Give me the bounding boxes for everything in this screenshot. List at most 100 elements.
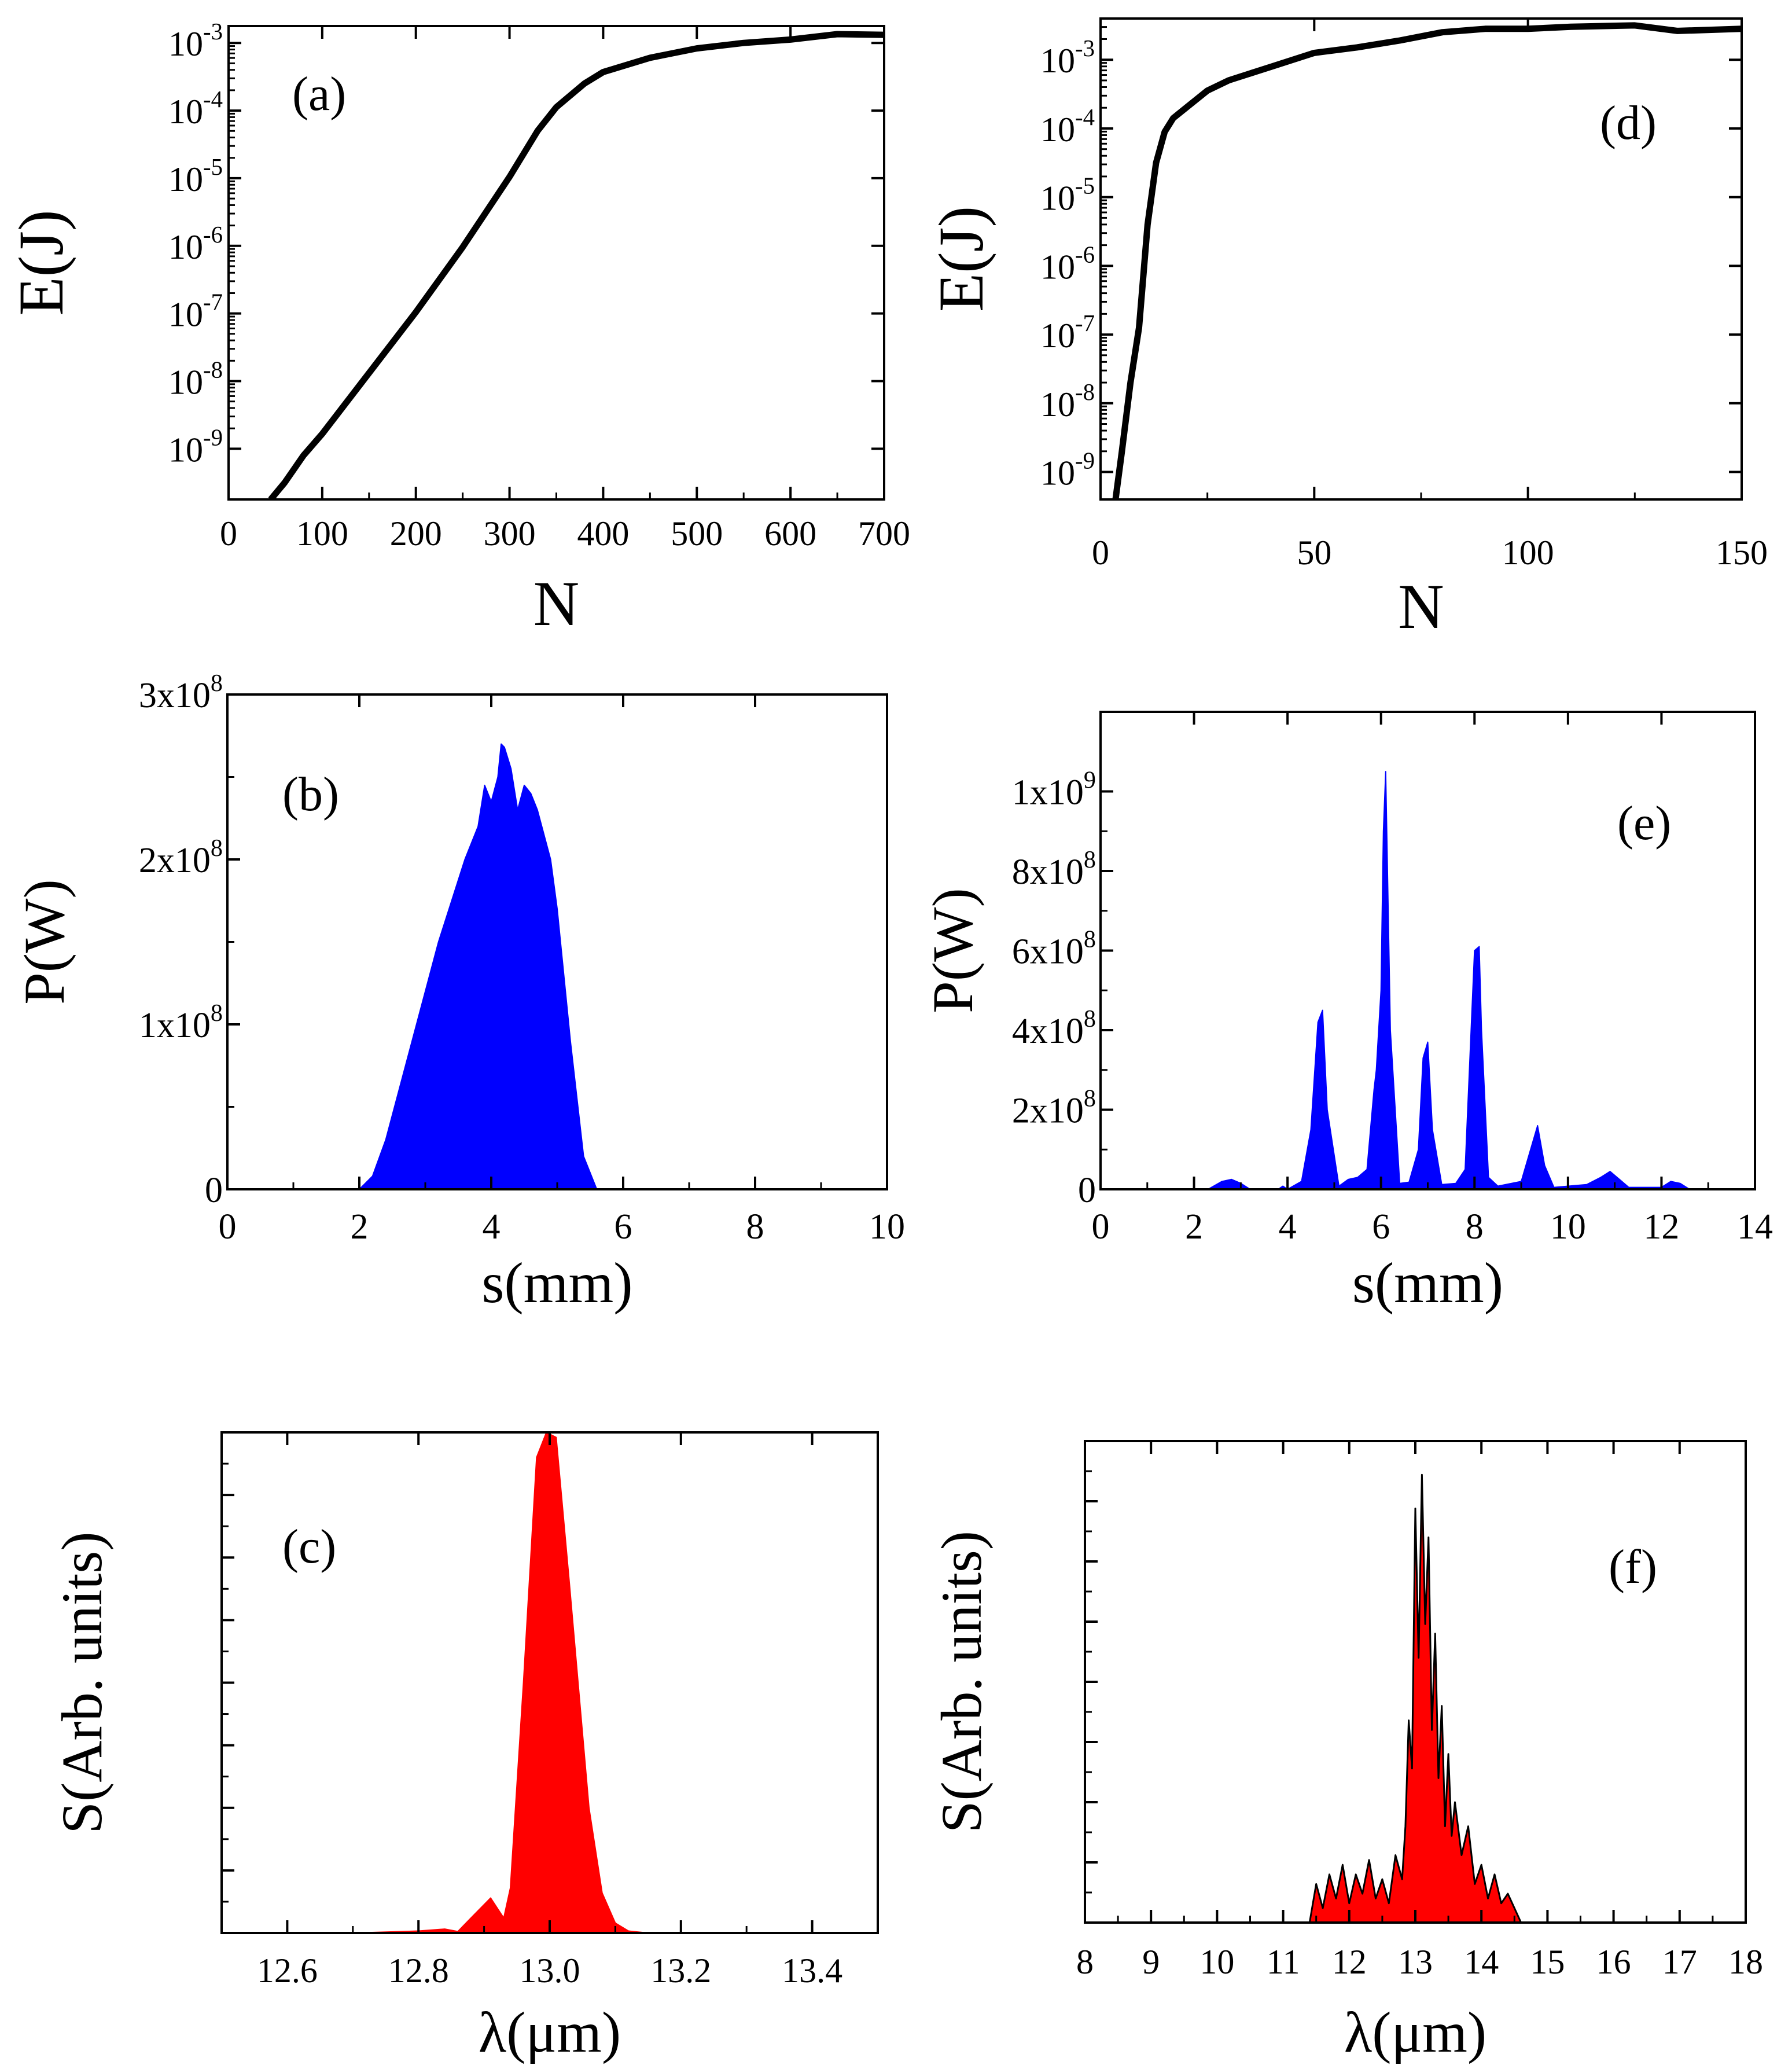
- y-tick-label: 10-5: [168, 154, 223, 199]
- x-tick-label: 16: [1596, 1943, 1631, 1981]
- x-tick-label: 10: [1550, 1207, 1586, 1247]
- x-tick-label: 14: [1464, 1943, 1499, 1981]
- y-tick-label: 2x108: [139, 835, 223, 880]
- series-area-c: [352, 1432, 649, 1933]
- y-tick-exponent: 8: [1084, 926, 1096, 953]
- y-tick-exponent: -4: [203, 86, 223, 112]
- panel-label-c: (c): [282, 1520, 336, 1574]
- y-tick-base: 10: [1040, 42, 1075, 80]
- y-tick-label: 10-8: [168, 357, 223, 402]
- panel-label-d: (d): [1600, 96, 1657, 150]
- x-tick-label: 4: [483, 1207, 501, 1247]
- y-tick-mantissa: 0: [205, 1171, 223, 1210]
- y-tick-exponent: -7: [203, 289, 223, 315]
- y-tick-label: 4x108: [1012, 1005, 1096, 1051]
- y-tick-label: 10-8: [1040, 379, 1095, 424]
- x-tick-label: 0: [220, 515, 237, 553]
- y-tick-mantissa: 0: [1078, 1171, 1096, 1210]
- y-tick-exponent: 8: [1084, 1005, 1096, 1032]
- chart-a: 0 100 200 300 400 500 600 70010-910-810-710-610…: [6, 19, 910, 639]
- y-tick-label: 0: [1078, 1171, 1096, 1210]
- y-tick-exponent: 8: [1084, 846, 1096, 873]
- y-tick-base: 10: [168, 93, 203, 131]
- y-tick-base: 10: [1040, 385, 1075, 424]
- y-tick-base: 10: [1040, 317, 1075, 355]
- x-tick-label: 14: [1737, 1207, 1773, 1247]
- y-tick-label: 0: [205, 1171, 223, 1210]
- x-axis-label-f: λ(μm): [1344, 2000, 1486, 2064]
- y-tick-mantissa: 2x10: [139, 841, 211, 880]
- y-tick-mantissa: 1x10: [1012, 773, 1084, 813]
- x-tick-label: 13.4: [782, 1952, 842, 1990]
- y-tick-exponent: -3: [203, 19, 223, 45]
- x-tick-label: 12.8: [388, 1952, 449, 1990]
- y-tick-mantissa: 3x10: [139, 676, 211, 715]
- x-tick-label: 9: [1142, 1943, 1160, 1981]
- chart-c: 12.6 12.8 13.0 13.2 13.4 (c) λ(μm) S(Arb. units…: [50, 1431, 879, 2064]
- y-tick-label: 10-9: [1040, 448, 1095, 493]
- x-tick-label: 0: [219, 1207, 237, 1247]
- y-tick-base: 10: [1040, 179, 1075, 218]
- y-tick-exponent: -4: [1075, 104, 1095, 130]
- x-tick-label: 500: [671, 515, 723, 553]
- x-tick-label: 600: [764, 515, 816, 553]
- y-tick-mantissa: 1x10: [139, 1006, 211, 1045]
- y-tick-label: 6x108: [1012, 926, 1096, 972]
- y-tick-label: 10-7: [168, 289, 223, 334]
- y-tick-label: 8x108: [1012, 846, 1096, 892]
- x-axis-label-b: s(mm): [481, 1251, 632, 1315]
- x-tick-label: 11: [1267, 1943, 1300, 1981]
- y-axis-label-f: S(Arb. units): [929, 1531, 993, 1833]
- y-tick-label: 10-6: [168, 222, 223, 266]
- y-tick-exponent: -3: [1075, 35, 1095, 61]
- x-axis-label-a: N: [533, 568, 579, 639]
- x-tick-label: 150: [1716, 534, 1768, 572]
- y-tick-base: 10: [168, 25, 203, 63]
- x-axis-label-d: N: [1398, 571, 1444, 642]
- x-tick-label: 13.2: [650, 1952, 711, 1990]
- x-tick-label: 6: [1372, 1207, 1390, 1247]
- y-tick-label: 10-4: [1040, 104, 1095, 149]
- y-tick-base: 10: [1040, 454, 1075, 493]
- y-tick-exponent: 9: [1084, 767, 1096, 794]
- x-tick-label: 13.0: [520, 1952, 580, 1990]
- y-axis-label-c: S(Arb. units): [50, 1531, 114, 1833]
- x-tick-label: 10: [869, 1207, 905, 1247]
- y-tick-exponent: -8: [1075, 379, 1095, 405]
- y-tick-label: 10-9: [168, 424, 223, 469]
- series-line-a: [268, 31, 884, 499]
- y-tick-label: 2x108: [1012, 1085, 1096, 1131]
- y-tick-exponent: -6: [1075, 241, 1095, 267]
- y-tick-base: 10: [168, 296, 203, 334]
- x-axis-label-e: s(mm): [1352, 1251, 1503, 1315]
- x-tick-label: 12: [1332, 1943, 1367, 1981]
- y-tick-exponent: -8: [203, 357, 223, 383]
- chart-d: 0 50 100 15010-910-810-710-610-510-410-3(d)…: [926, 17, 1768, 642]
- y-tick-exponent: -6: [203, 222, 223, 248]
- x-tick-label: 18: [1728, 1943, 1763, 1981]
- panel-label-e: (e): [1617, 796, 1671, 850]
- y-axis-label-a: E(J): [6, 210, 76, 315]
- panel-label-a: (a): [292, 67, 346, 121]
- x-tick-label: 12: [1643, 1207, 1679, 1247]
- x-tick-label: 17: [1662, 1943, 1697, 1981]
- x-tick-label: 200: [390, 515, 442, 553]
- x-tick-label: 2: [351, 1207, 369, 1247]
- y-tick-exponent: -5: [1075, 173, 1095, 199]
- series-area-b: [359, 743, 598, 1189]
- y-tick-exponent: -9: [1075, 448, 1095, 474]
- y-tick-mantissa: 8x10: [1012, 852, 1084, 892]
- y-tick-exponent: 8: [211, 835, 223, 862]
- y-tick-exponent: -9: [203, 424, 223, 450]
- x-tick-label: 400: [577, 515, 629, 553]
- y-tick-base: 10: [168, 228, 203, 266]
- y-tick-label: 10-3: [1040, 35, 1095, 80]
- y-tick-base: 10: [1040, 248, 1075, 286]
- x-tick-label: 10: [1199, 1943, 1234, 1981]
- y-tick-mantissa: 6x10: [1012, 932, 1084, 972]
- y-tick-label: 10-5: [1040, 173, 1095, 218]
- y-tick-label: 10-6: [1040, 241, 1095, 286]
- y-tick-base: 10: [168, 363, 203, 402]
